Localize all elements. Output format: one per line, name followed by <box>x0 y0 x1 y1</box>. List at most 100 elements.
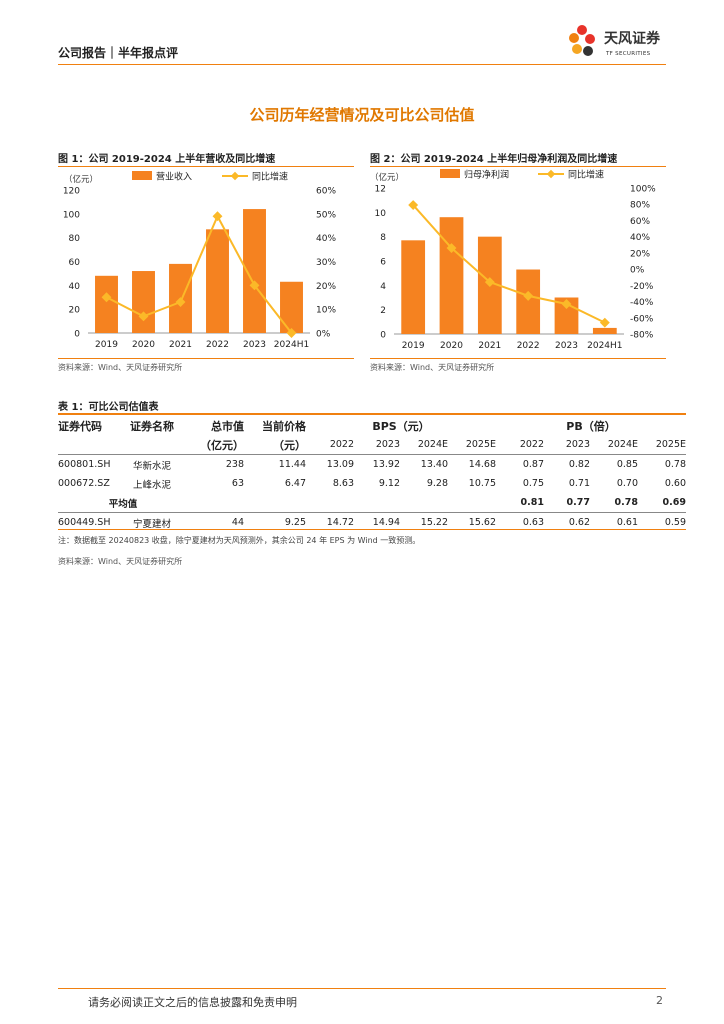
col-pb-header: PB（倍） <box>566 419 616 433</box>
line-point <box>212 211 223 222</box>
table-row: 600801.SH 华新水泥 238 11.44 13.09 13.92 13.… <box>58 454 686 474</box>
bar <box>95 275 118 333</box>
y-tick-right: -20% <box>630 282 654 292</box>
y-tick-right: 20% <box>630 249 650 259</box>
y-tick-right: 40% <box>316 234 336 244</box>
figure-2-caption: 图 2：公司 2019-2024 上半年归母净利润及同比增速 <box>370 154 618 165</box>
footer-disclaimer: 请务必阅读正文之后的信息披露和免责申明 <box>88 996 297 1009</box>
avg-pb: 0.77 <box>566 497 590 508</box>
bps-year: 2022 <box>329 439 354 450</box>
bar <box>132 271 155 333</box>
col-mcap-header: 总市值 <box>211 419 244 433</box>
bar <box>439 217 464 334</box>
y-tick-left: 40 <box>69 282 81 292</box>
pb-year: 2025E <box>655 439 686 450</box>
bps-year: 2024E <box>417 439 448 450</box>
y-tick-left: 4 <box>380 282 386 292</box>
table-source: 资料来源：Wind、天风证券研究所 <box>58 557 183 566</box>
bar <box>516 269 541 334</box>
row-name: 上峰水泥 <box>132 479 171 491</box>
row-pb: 0.60 <box>664 478 686 489</box>
unit-label: （亿元） <box>370 172 404 183</box>
table-note: 注：数据截至 20240823 收盘，除宁夏建材为天风预测外，其余公司 24 年… <box>58 536 421 545</box>
line-point <box>561 299 572 309</box>
y-tick-left: 12 <box>375 185 386 195</box>
line-point <box>138 311 149 322</box>
growth-line <box>412 204 606 324</box>
x-tick-label: 2022 <box>517 341 540 351</box>
row-bps: 9.28 <box>426 478 448 489</box>
logo-text-cn: 天风证券 <box>604 31 660 47</box>
row-price: 11.44 <box>244 454 306 474</box>
y-tick-right: 40% <box>630 233 650 243</box>
col-mcap-unit: （亿元） <box>200 438 244 452</box>
legend-line-marker <box>546 169 556 179</box>
avg-pb: 0.81 <box>520 497 544 508</box>
row-pb: 0.87 <box>496 454 544 474</box>
y-tick-left: 0 <box>380 331 386 341</box>
bar <box>206 229 229 333</box>
figure-1-bottom-rule <box>58 358 354 359</box>
row-bps: 9.12 <box>378 478 400 489</box>
row-code: 600449.SH <box>58 512 116 532</box>
y-tick-right: 0% <box>630 266 645 276</box>
section-title: 公司历年经营情况及可比公司估值 <box>249 106 475 124</box>
figure-1-top-rule <box>58 166 354 167</box>
row-bps: 15.22 <box>400 512 448 532</box>
legend-line-marker <box>230 171 240 181</box>
x-tick-label: 2019 <box>402 341 425 351</box>
y-tick-left: 20 <box>69 306 81 316</box>
bps-year: 2025E <box>465 439 496 450</box>
y-tick-left: 2 <box>380 306 386 316</box>
x-tick-label: 2024H1 <box>274 340 309 350</box>
bar <box>592 327 617 334</box>
row-bps: 14.94 <box>354 512 400 532</box>
row-pb: 0.82 <box>544 454 590 474</box>
row-bps: 14.72 <box>306 512 354 532</box>
row-bps: 10.75 <box>468 478 496 489</box>
bar <box>401 240 426 334</box>
table-header-row-1: 证券代码 证券名称 总市值 当前价格 BPS（元） PB（倍） <box>58 416 686 435</box>
x-tick-label: 2020 <box>132 340 155 350</box>
row-bps: 15.62 <box>448 512 496 532</box>
row-pb: 0.71 <box>568 478 590 489</box>
avg-pb: 0.69 <box>662 497 686 508</box>
x-tick-label: 2019 <box>95 340 118 350</box>
row-price: 6.47 <box>284 478 306 489</box>
legend-line-label: 同比增速 <box>252 171 288 183</box>
line-point <box>175 297 186 307</box>
row-mcap: 44 <box>188 512 244 532</box>
table-header-row-2: （亿元） （元） 2022 2023 2024E 2025E 2022 2023… <box>58 435 686 455</box>
flower-logo-icon <box>569 25 595 56</box>
row-pb: 0.62 <box>544 512 590 532</box>
y-tick-right: -60% <box>630 314 654 324</box>
figure-1-source: 资料来源：Wind、天风证券研究所 <box>58 363 183 372</box>
table-top-rule <box>58 413 686 415</box>
unit-label: （亿元） <box>64 174 98 185</box>
footer-rule <box>58 988 666 989</box>
y-tick-left: 0 <box>74 330 80 340</box>
row-pb: 0.85 <box>590 454 638 474</box>
valuation-table: 证券代码 证券名称 总市值 当前价格 BPS（元） PB（倍） （亿元） （元）… <box>58 416 686 532</box>
y-tick-right: 30% <box>316 258 336 268</box>
y-tick-left: 8 <box>380 233 386 243</box>
row-code: 000672.SZ <box>58 478 110 489</box>
x-tick-label: 2022 <box>206 340 229 350</box>
col-code-header: 证券代码 <box>58 419 102 433</box>
header-rule <box>58 64 666 65</box>
y-tick-left: 6 <box>380 258 386 268</box>
figure-2-source: 资料来源：Wind、天风证券研究所 <box>370 363 495 372</box>
average-row: 平均值 0.81 0.77 0.78 0.69 <box>58 493 686 513</box>
growth-line <box>106 213 293 334</box>
y-tick-right: 0% <box>316 330 331 340</box>
row-pb: 0.75 <box>522 478 544 489</box>
pb-year: 2022 <box>519 439 544 450</box>
row-bps: 13.92 <box>354 454 400 474</box>
y-tick-left: 100 <box>63 210 80 220</box>
row-name: 华新水泥 <box>116 454 188 474</box>
y-tick-right: 100% <box>630 185 656 195</box>
pb-year: 2024E <box>607 439 638 450</box>
table-bottom-rule <box>58 529 686 530</box>
row-pb: 0.78 <box>638 454 686 474</box>
bar <box>280 281 303 333</box>
